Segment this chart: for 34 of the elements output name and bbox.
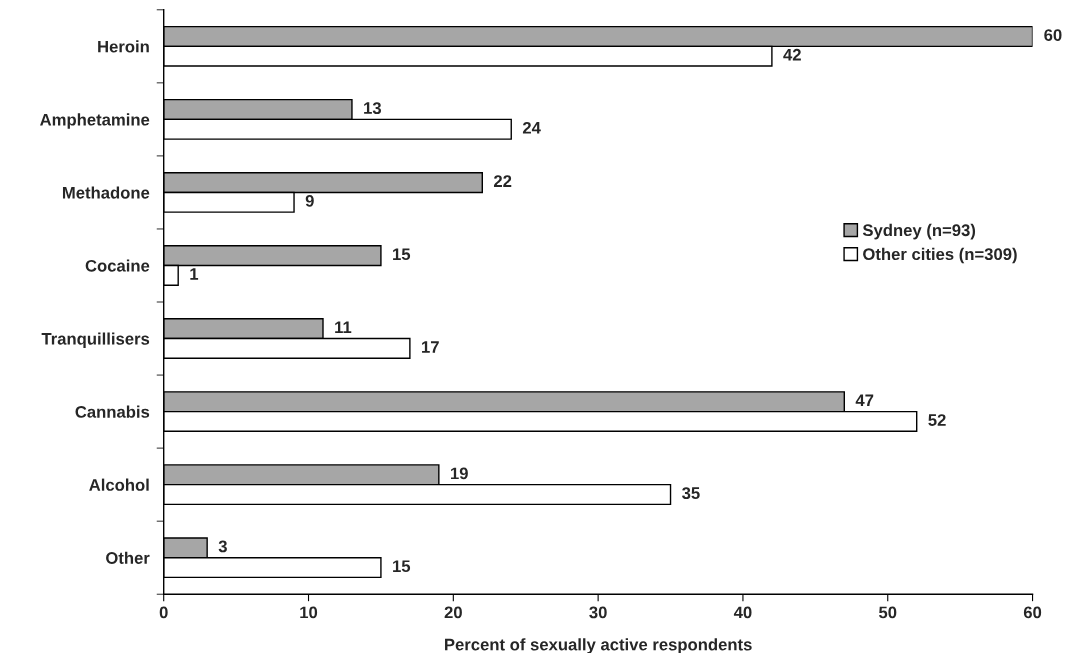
legend-label: Other cities (n=309)	[863, 247, 1017, 264]
x-tick-label: 0	[159, 606, 168, 619]
data-label: 35	[682, 487, 700, 500]
y-tick-label: Alcohol	[89, 478, 149, 491]
y-tick-label: Amphetamine	[40, 113, 150, 129]
data-label: 9	[305, 194, 314, 207]
y-tick-label: Cocaine	[85, 259, 150, 272]
x-tick-label: 60	[1023, 606, 1042, 619]
data-label: 17	[422, 341, 439, 353]
x-tick-label: 20	[444, 606, 462, 619]
data-label: 1	[190, 268, 199, 280]
data-label: 11	[335, 321, 352, 333]
y-tick-label: Methadone	[62, 186, 150, 199]
x-tick-label: 30	[589, 606, 607, 619]
data-label: 52	[928, 414, 946, 426]
y-tick-label: Cannabis	[75, 405, 150, 418]
data-label: 13	[364, 102, 382, 115]
data-label: 19	[451, 467, 468, 480]
data-label: 60	[1044, 29, 1062, 41]
data-label: 42	[783, 48, 801, 61]
data-label: 47	[855, 394, 874, 407]
data-label: 24	[522, 121, 541, 134]
data-label: 22	[493, 175, 512, 187]
x-axis-title: Percent of sexually active respondents	[445, 638, 752, 653]
data-label: 15	[393, 248, 411, 261]
x-tick-label: 10	[300, 606, 318, 619]
y-tick-label: Tranquillisers	[41, 332, 150, 349]
data-label: 15	[393, 560, 411, 573]
legend-label: Sydney (n=93)	[862, 223, 976, 240]
y-tick-label: Heroin	[98, 40, 149, 53]
x-tick-label: 50	[878, 606, 897, 619]
y-tick-label: Other	[106, 551, 150, 564]
x-tick-label: 40	[733, 606, 752, 619]
data-label: 3	[218, 540, 227, 553]
